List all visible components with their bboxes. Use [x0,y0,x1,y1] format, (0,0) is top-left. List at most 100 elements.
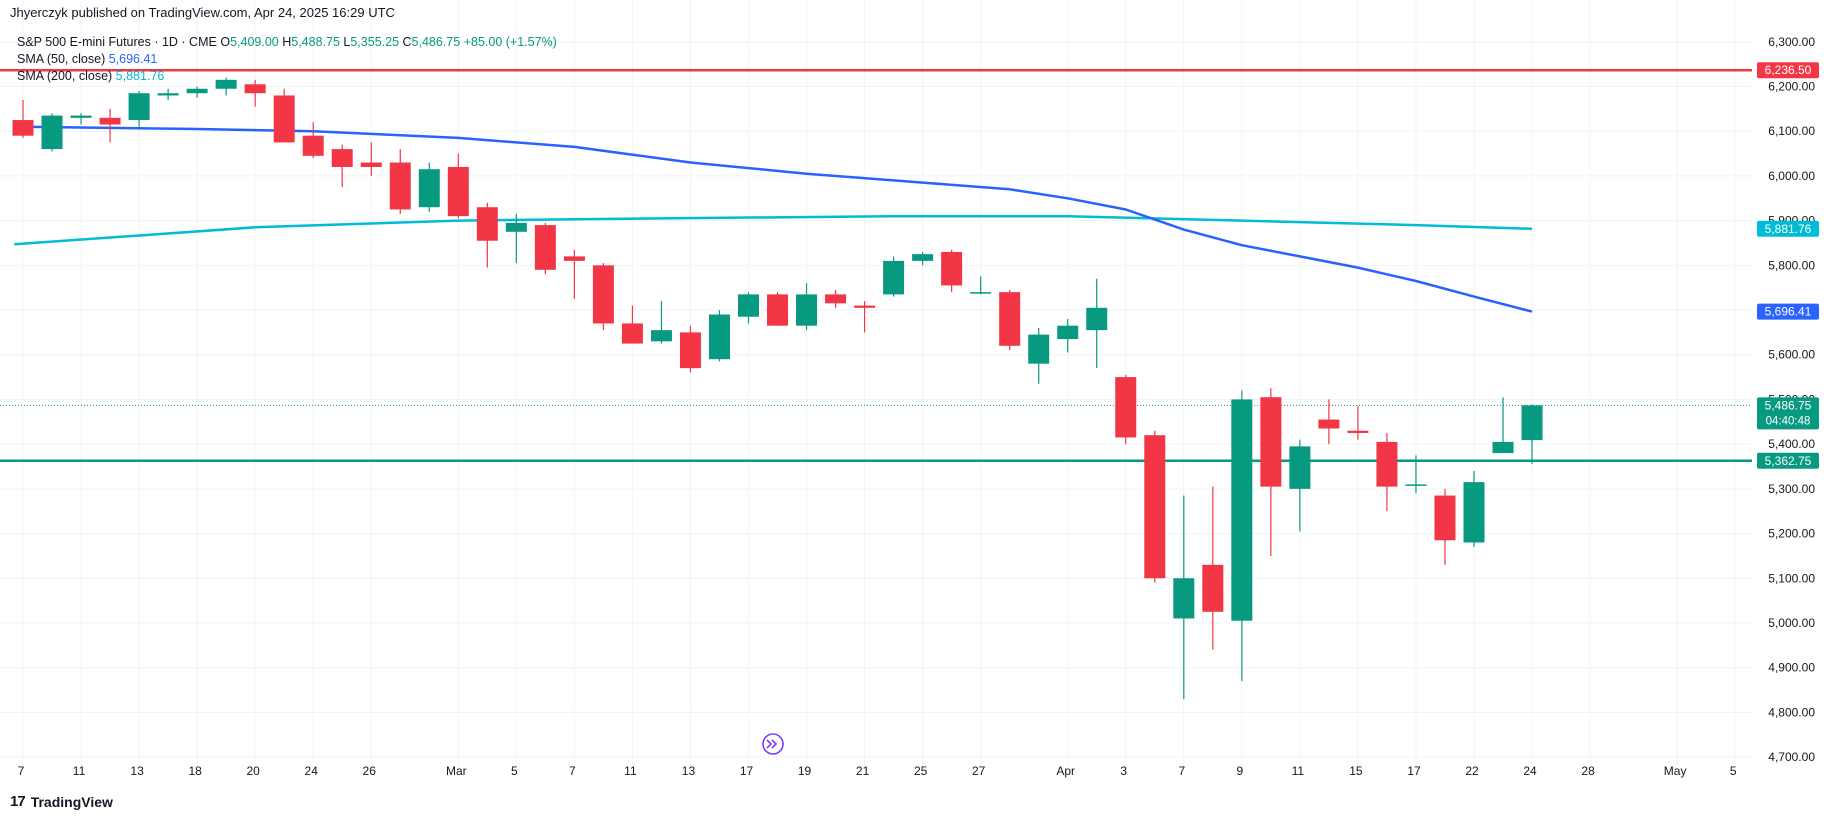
candle-body [476,207,498,241]
date-tick-label: 21 [856,764,870,778]
price-tick-label: 5,600.00 [1768,348,1815,362]
price-tick-label: 5,000.00 [1768,616,1815,630]
go-to-realtime-icon[interactable] [762,733,784,755]
tradingview-logo-icon: 17 [10,793,26,810]
tradingview-footer[interactable]: 17 TradingView [10,793,113,810]
candle-down [854,301,876,333]
sma50-label: SMA (50, close) [17,52,106,66]
candle-down [679,325,701,373]
candle-body [621,323,643,344]
candle-body [389,162,411,210]
sma200-label: SMA (200, close) [17,69,113,83]
candle-down [1376,432,1398,512]
date-tick-label: Apr [1056,764,1075,778]
horizontal-lines [0,68,1752,463]
candle-down [563,249,585,299]
candle-up [70,113,92,125]
candle-body [1405,484,1427,486]
candle-body [1260,397,1282,487]
price-tick-label: 5,800.00 [1768,258,1815,272]
candle-body [1521,405,1543,441]
date-tick-label: 5 [511,764,518,778]
symbol-title: S&P 500 E-mini Futures · 1D · CME [17,35,217,49]
sma50-value: 5,696.41 [108,52,158,66]
tradingview-brand: TradingView [30,793,113,810]
date-tick-label: 24 [305,764,319,778]
price-tags: 6,236.50 5,881.76 5,696.41 5,486.75 04:40:48… [1757,62,1819,469]
close-value: 5,486.75 [411,35,461,49]
sma50-line [22,125,1533,313]
resistance-price-tag: 6,236.50 [1757,62,1819,79]
sma50-row[interactable]: SMA (50, close) 5,696.41 [17,51,557,68]
candle-body [767,294,789,326]
date-tick-label: 13 [682,764,696,778]
support-price-tag-label: 5,362.75 [1765,454,1812,468]
price-tick-label: 5,400.00 [1768,437,1815,451]
date-tick-label: 3 [1120,764,1127,778]
candle-down [302,122,324,159]
candle-body [738,294,759,317]
candle-up [1492,397,1514,454]
price-tick-label: 4,700.00 [1768,750,1815,764]
candle-body [534,225,556,270]
date-tick-label: 20 [246,764,260,778]
candle-body [825,294,847,304]
date-tick-label: 5 [1730,764,1737,778]
candle-body [883,260,905,295]
price-tick-label: 6,300.00 [1768,35,1815,49]
sma50-price-tag-bg [1757,303,1819,320]
candle-up [650,301,672,344]
candle-body [186,88,208,94]
candle-body [1144,435,1166,579]
candle-up [1086,278,1108,369]
candle-body [912,254,934,261]
candle-up [1405,455,1427,494]
date-tick-label: 28 [1581,764,1595,778]
time-axis[interactable]: 7 11 13 18 20 24 26 Mar 5 7 11 13 17 19 21 25 27 Apr 3 7 9 11… [18,764,1737,778]
high-value: 5,488.75 [291,35,340,49]
candle-up [215,77,237,96]
support-price-tag: 5,362.75 [1757,452,1819,469]
candle-body [999,292,1021,346]
candle-up [1173,495,1195,699]
price-tick-label: 4,900.00 [1768,661,1815,675]
date-tick-label: 7 [18,764,25,778]
candle-body [331,149,353,167]
sma200-row[interactable]: SMA (200, close) 5,881.76 [17,68,557,85]
candle-up [1028,327,1050,384]
candles [12,77,1543,699]
candle-down [767,292,789,326]
sma200-price-tag: 5,881.76 [1757,220,1819,237]
candle-down [389,149,411,214]
last-price-tag: 5,486.75 04:40:48 [1757,397,1819,430]
candle-up [418,162,440,212]
candle-up [1463,470,1485,547]
symbol-row[interactable]: S&P 500 E-mini Futures · 1D · CME O5,409… [17,34,557,51]
candle-down [592,263,614,331]
candle-body [244,84,266,94]
candle-down [1347,406,1369,440]
candle-body [1463,482,1485,543]
low-value: 5,355.25 [350,35,400,49]
chart-legend: S&P 500 E-mini Futures · 1D · CME O5,409… [17,34,557,85]
candle-body [854,305,876,308]
candle-body [360,162,382,167]
sma50-price-tag-label: 5,696.41 [1765,305,1812,319]
date-tick-label: 26 [363,764,377,778]
resistance-price-tag-bg [1757,62,1819,79]
price-tick-label: 6,000.00 [1768,169,1815,183]
candle-up [1057,318,1079,353]
date-tick-label: 27 [972,764,986,778]
sma200-value: 5,881.76 [115,69,165,83]
date-tick-label: 9 [1236,764,1243,778]
price-axis[interactable]: 4,700.00 4,800.00 4,900.00 5,000.00 5,100.00… [1768,35,1815,764]
candle-down [1318,399,1340,445]
date-tick-label: 17 [1407,764,1421,778]
date-tick-label: 22 [1465,764,1479,778]
open-key: O [220,35,231,49]
candle-body [563,256,585,261]
date-tick-label: 13 [130,764,144,778]
candle-body [1492,441,1514,454]
resistance-price-tag-label: 6,236.50 [1765,63,1812,77]
